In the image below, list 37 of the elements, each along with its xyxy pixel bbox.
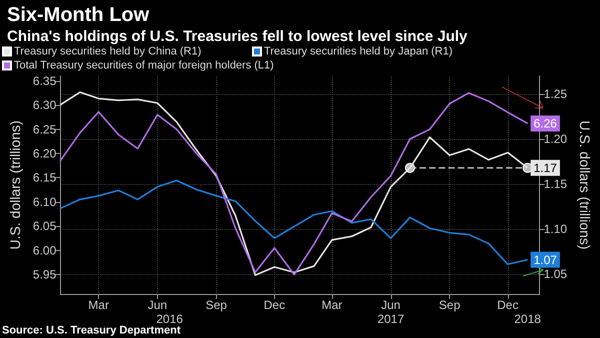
y-tick-label: 6.35 bbox=[32, 74, 57, 88]
y2-tick-label: 1.10 bbox=[544, 222, 568, 236]
line-series bbox=[59, 180, 528, 266]
x-tick-label: Mar bbox=[88, 298, 109, 312]
x2-tick-label: 2016 bbox=[156, 312, 184, 326]
data-label: 6.26 bbox=[534, 116, 558, 130]
y2-tick-label: 1.15 bbox=[544, 177, 568, 192]
legend-label: Treasury securities held by China (R1) bbox=[14, 46, 202, 58]
source-note: Source: U.S. Treasury Department bbox=[2, 324, 181, 336]
chart-title: Six-Month Low bbox=[7, 4, 150, 26]
x-tick-label: Sep bbox=[206, 298, 228, 312]
x-tick-label: Sep bbox=[438, 298, 461, 312]
y-tick-label: 6.00 bbox=[32, 243, 57, 258]
x-tick-label: Dec bbox=[497, 298, 518, 312]
data-label: 1.17 bbox=[534, 160, 558, 175]
chart-subtitle: China's holdings of U.S. Treasuries fell to lowest level since July bbox=[7, 28, 468, 45]
y-tick-label: 6.30 bbox=[32, 98, 57, 112]
y-tick-label: 6.15 bbox=[32, 170, 57, 185]
x-tick-label: Jun bbox=[381, 298, 400, 312]
legend-label: Treasury securities held by Japan (R1) bbox=[264, 46, 453, 58]
y-tick-label: 5.95 bbox=[32, 268, 57, 282]
y-tick-label: 6.20 bbox=[32, 146, 57, 161]
legend-label: Total Treasury securities of major foreign holders (L1) bbox=[14, 60, 274, 72]
y-tick-label: 6.25 bbox=[32, 122, 57, 136]
y2-tick-label: 1.05 bbox=[544, 267, 568, 282]
y-axis-title: U.S. dollars (trillions) bbox=[7, 120, 23, 250]
y2-tick-label: 1.20 bbox=[544, 132, 568, 146]
y2-tick-label: 1.25 bbox=[544, 87, 568, 102]
x-tick-label: Mar bbox=[322, 298, 342, 312]
data-label: 1.07 bbox=[534, 252, 558, 267]
x2-tick-label: 2018 bbox=[514, 312, 542, 326]
y-tick-label: 6.10 bbox=[32, 194, 57, 209]
y2-axis-title: U.S. dollars (trillions) bbox=[577, 120, 593, 250]
x-tick-label: Jun bbox=[148, 298, 168, 312]
x-tick-label: Dec bbox=[264, 298, 286, 312]
y-tick-label: 6.05 bbox=[32, 219, 57, 234]
x2-tick-label: 2017 bbox=[377, 312, 404, 326]
